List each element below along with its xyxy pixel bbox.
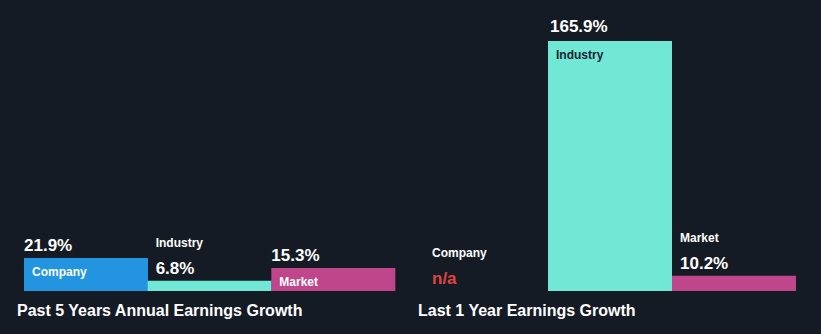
svg-text:Industry: Industry	[556, 48, 604, 62]
svg-text:165.9%: 165.9%	[550, 17, 608, 36]
svg-text:21.9%: 21.9%	[24, 236, 72, 255]
html-text:Last 1 Year Earnings Growth: Last 1 Year Earnings Growth	[418, 302, 636, 319]
svg-text:Company: Company	[32, 265, 87, 279]
svg-text:Market: Market	[279, 275, 318, 289]
svg-text:10.2%: 10.2%	[680, 254, 728, 273]
svg-text:6.8%: 6.8%	[156, 259, 195, 278]
svg-text:Company: Company	[432, 246, 487, 260]
svg-text:15.3%: 15.3%	[271, 246, 319, 265]
html-text:Past 5 Years Annual Earnings G: Past 5 Years Annual Earnings Growth	[17, 302, 303, 319]
svg-text:Market: Market	[680, 231, 719, 245]
svg-text:n/a: n/a	[432, 269, 457, 288]
svg-text:Industry: Industry	[156, 236, 204, 250]
